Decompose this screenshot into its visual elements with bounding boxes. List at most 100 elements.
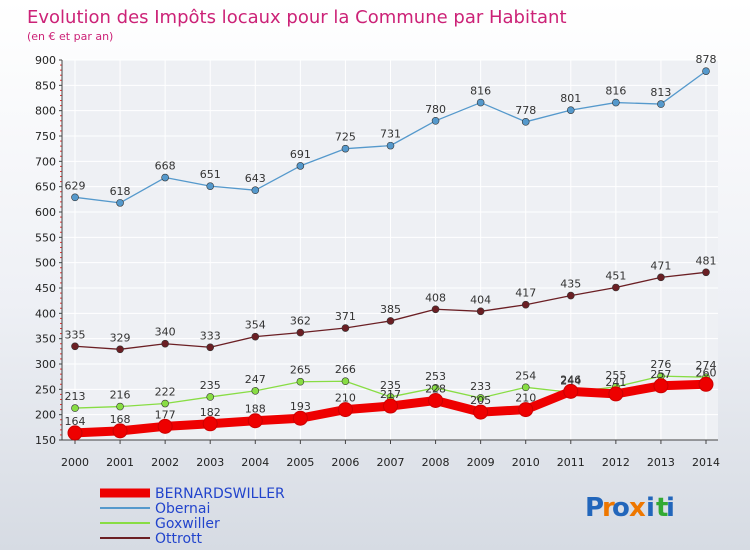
- x-tick-label: 2011: [557, 456, 585, 469]
- legend-label: Obernai: [155, 501, 210, 517]
- data-point: [251, 387, 260, 395]
- data-label: 164: [65, 415, 86, 428]
- data-label: 217: [380, 388, 401, 401]
- y-tick-label: 650: [35, 181, 56, 194]
- data-label: 780: [425, 103, 446, 116]
- data-point: [206, 182, 215, 190]
- x-tick-label: 2006: [331, 456, 359, 469]
- y-tick-label: 250: [35, 383, 56, 396]
- x-tick-label: 2005: [286, 456, 314, 469]
- data-point: [71, 193, 79, 202]
- data-point: [116, 199, 124, 207]
- data-point: [657, 100, 665, 108]
- data-label: 340: [155, 326, 176, 339]
- data-point: [251, 186, 260, 195]
- legend-label: Ottrott: [155, 531, 203, 547]
- logo-letter: r: [602, 493, 615, 523]
- data-label: 801: [560, 92, 581, 105]
- data-label: 253: [425, 370, 446, 383]
- data-point: [157, 418, 173, 434]
- data-point: [431, 117, 440, 125]
- data-label: 235: [200, 379, 221, 392]
- data-point: [206, 343, 215, 352]
- x-tick-label: 2000: [61, 456, 89, 469]
- data-label: 265: [290, 364, 311, 377]
- data-point: [428, 392, 444, 408]
- data-label: 335: [65, 328, 86, 341]
- data-point: [702, 67, 710, 75]
- data-point: [431, 305, 440, 314]
- data-point: [476, 394, 485, 402]
- data-point: [296, 328, 305, 337]
- data-point: [566, 291, 575, 300]
- data-label: 177: [155, 408, 176, 421]
- legend-label: Goxwiller: [155, 516, 220, 532]
- data-label: 385: [380, 303, 401, 316]
- data-point: [341, 377, 350, 386]
- logo-letter: P: [585, 493, 604, 523]
- data-point: [521, 118, 530, 126]
- data-label: 731: [380, 128, 401, 141]
- x-tick-label: 2012: [602, 456, 630, 469]
- data-label: 878: [696, 53, 717, 66]
- x-tick-label: 2008: [422, 456, 450, 469]
- y-tick-label: 600: [35, 206, 56, 219]
- axes: 150 200 250 300 350 400 450 500 550 600 650 700 750 8…: [35, 54, 720, 469]
- data-point: [476, 307, 485, 316]
- legend-label: BERNARDSWILLER: [155, 486, 285, 502]
- data-label: 371: [335, 310, 356, 323]
- data-point: [251, 332, 260, 341]
- data-point: [116, 402, 124, 411]
- data-point: [341, 144, 350, 153]
- logo-letter: i: [666, 493, 675, 523]
- data-label: 404: [470, 293, 491, 306]
- data-label: 668: [155, 160, 176, 173]
- y-tick-label: 400: [35, 307, 56, 320]
- y-tick-label: 700: [35, 155, 56, 168]
- data-point: [341, 324, 350, 332]
- data-point: [116, 345, 124, 354]
- y-tick-label: 900: [35, 54, 56, 67]
- data-label: 182: [200, 406, 221, 419]
- data-point: [296, 162, 305, 170]
- data-label: 266: [335, 363, 356, 376]
- data-label: 618: [110, 185, 131, 198]
- data-point: [518, 402, 534, 418]
- data-label: 643: [245, 172, 266, 185]
- x-tick-label: 2003: [196, 456, 224, 469]
- data-point: [161, 173, 169, 182]
- series-lines: [67, 67, 714, 441]
- data-point: [71, 404, 79, 412]
- data-label: 435: [560, 278, 581, 291]
- data-point: [247, 413, 263, 429]
- grid-lines: [62, 59, 718, 441]
- logo-letter: x: [629, 493, 646, 523]
- data-label: 210: [335, 392, 356, 405]
- x-tick-label: 2009: [467, 456, 495, 469]
- data-point: [702, 268, 710, 277]
- data-point: [431, 384, 440, 392]
- data-point: [161, 399, 169, 408]
- data-label: 816: [470, 85, 491, 98]
- y-tick-label: 850: [35, 79, 56, 92]
- data-point: [473, 404, 489, 420]
- data-label: 408: [425, 291, 446, 304]
- data-point: [521, 300, 530, 309]
- y-tick-label: 300: [35, 358, 56, 371]
- data-label: 481: [696, 254, 717, 267]
- logo-letter: i: [646, 493, 655, 523]
- data-label: 235: [380, 379, 401, 392]
- data-label: 188: [245, 403, 266, 416]
- y-tick-label: 550: [35, 231, 56, 244]
- data-point: [71, 342, 79, 351]
- data-label: 354: [245, 319, 266, 332]
- x-tick-label: 2004: [241, 456, 269, 469]
- y-tick-label: 450: [35, 282, 56, 295]
- data-label: 205: [470, 394, 491, 407]
- x-tick-label: 2002: [151, 456, 179, 469]
- data-label: 417: [515, 287, 536, 300]
- data-label: 244: [560, 374, 581, 387]
- data-label: 813: [650, 86, 671, 99]
